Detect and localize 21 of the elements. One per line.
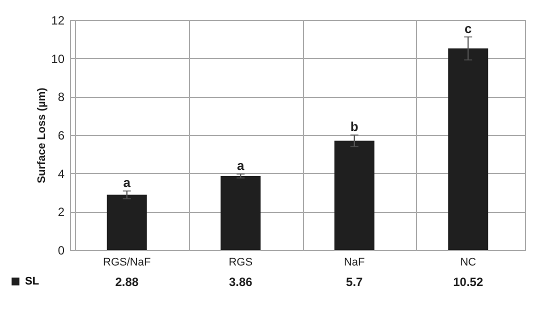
- legend-label: SL: [25, 276, 40, 288]
- y-tick-label: 0: [58, 244, 65, 258]
- y-tick-label: 6: [58, 128, 65, 142]
- y-tick-label: 10: [51, 52, 65, 66]
- annotation: c: [464, 20, 472, 36]
- data-label: 5.7: [346, 275, 364, 289]
- x-tick-label: RGS: [228, 256, 253, 268]
- y-axis-title: Surface Loss (µm): [36, 87, 48, 184]
- data-label: 10.52: [453, 275, 484, 289]
- x-tick-label: NC: [460, 256, 476, 268]
- data-label: 3.86: [228, 275, 253, 289]
- annotation: a: [237, 158, 246, 174]
- annotation: a: [123, 174, 132, 190]
- y-tick-label: 2: [58, 205, 65, 220]
- y-tick-label: 12: [51, 14, 65, 28]
- x-tick-label: NaF: [344, 256, 366, 268]
- y-tick-label: 8: [58, 90, 65, 104]
- y-tick-label: 4: [58, 166, 65, 181]
- data-label: 2.88: [115, 275, 139, 289]
- annotation: b: [350, 119, 358, 134]
- x-tick-label: RGS/NaF: [103, 256, 151, 268]
